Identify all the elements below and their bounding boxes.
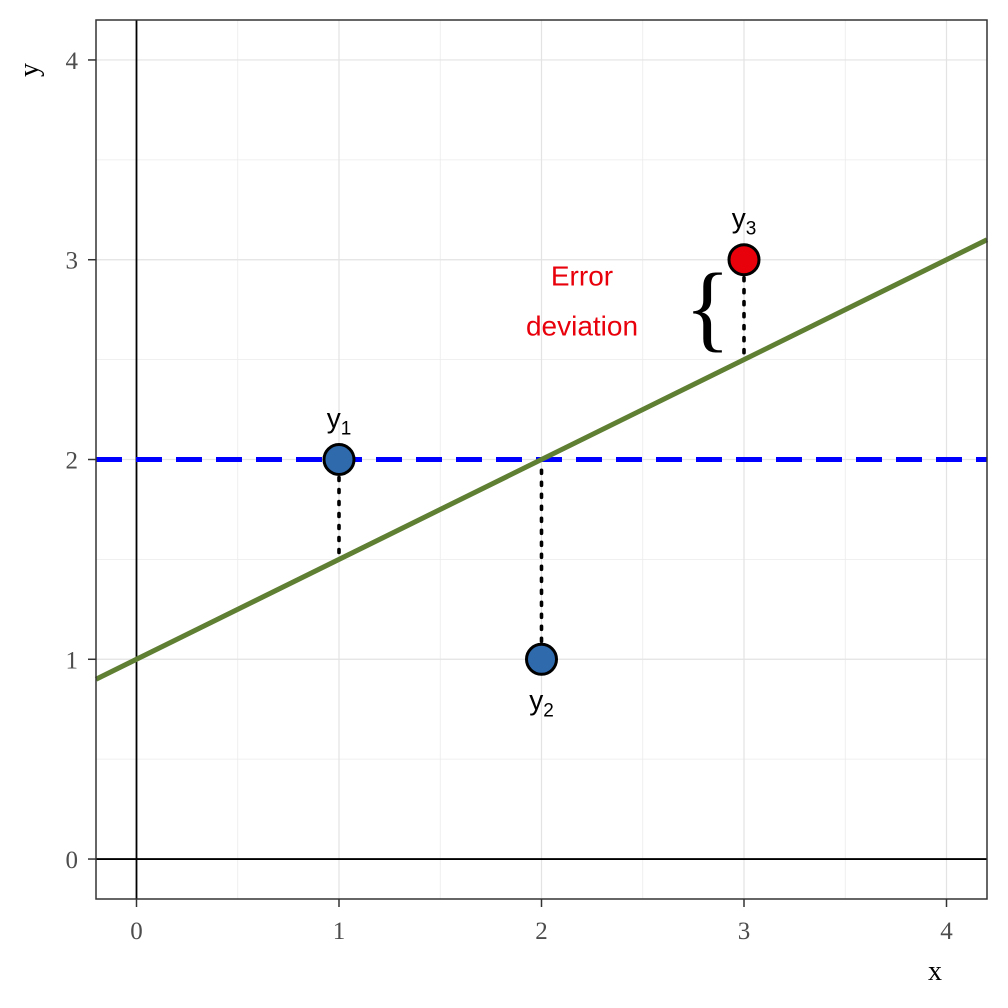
data-points [322, 243, 761, 676]
x-tick-label: 0 [130, 918, 143, 945]
point-label: y2 [529, 684, 554, 721]
annotation-line-2: deviation [526, 311, 638, 342]
annotation-line-1: Error [551, 261, 613, 292]
y-tick-label: 2 [66, 448, 79, 475]
data-point [322, 443, 356, 476]
data-point [525, 642, 558, 676]
y-axis-title: y [14, 63, 45, 77]
y-tick-label: 1 [66, 647, 79, 674]
x-axis-title: x [928, 956, 942, 987]
residual-lines [337, 275, 746, 644]
y-tick-label: 4 [66, 48, 79, 75]
y-tick-label: 0 [66, 847, 79, 874]
point-labels: y1 y2 y3 [327, 203, 757, 722]
fit-line [94, 237, 989, 682]
data-point [727, 243, 761, 277]
x-tick-label: 4 [940, 918, 953, 945]
x-tick-label: 3 [738, 918, 751, 945]
axis-ticks [88, 59, 948, 907]
point-label: y3 [732, 203, 757, 240]
x-tick-label: 1 [333, 918, 346, 945]
tick-labels: 0 1 2 3 4 0 1 2 3 4 [66, 48, 954, 945]
x-tick-label: 2 [535, 918, 548, 945]
point-label: y1 [327, 403, 352, 440]
y-tick-label: 3 [66, 248, 79, 275]
error-brace: { [685, 254, 731, 361]
